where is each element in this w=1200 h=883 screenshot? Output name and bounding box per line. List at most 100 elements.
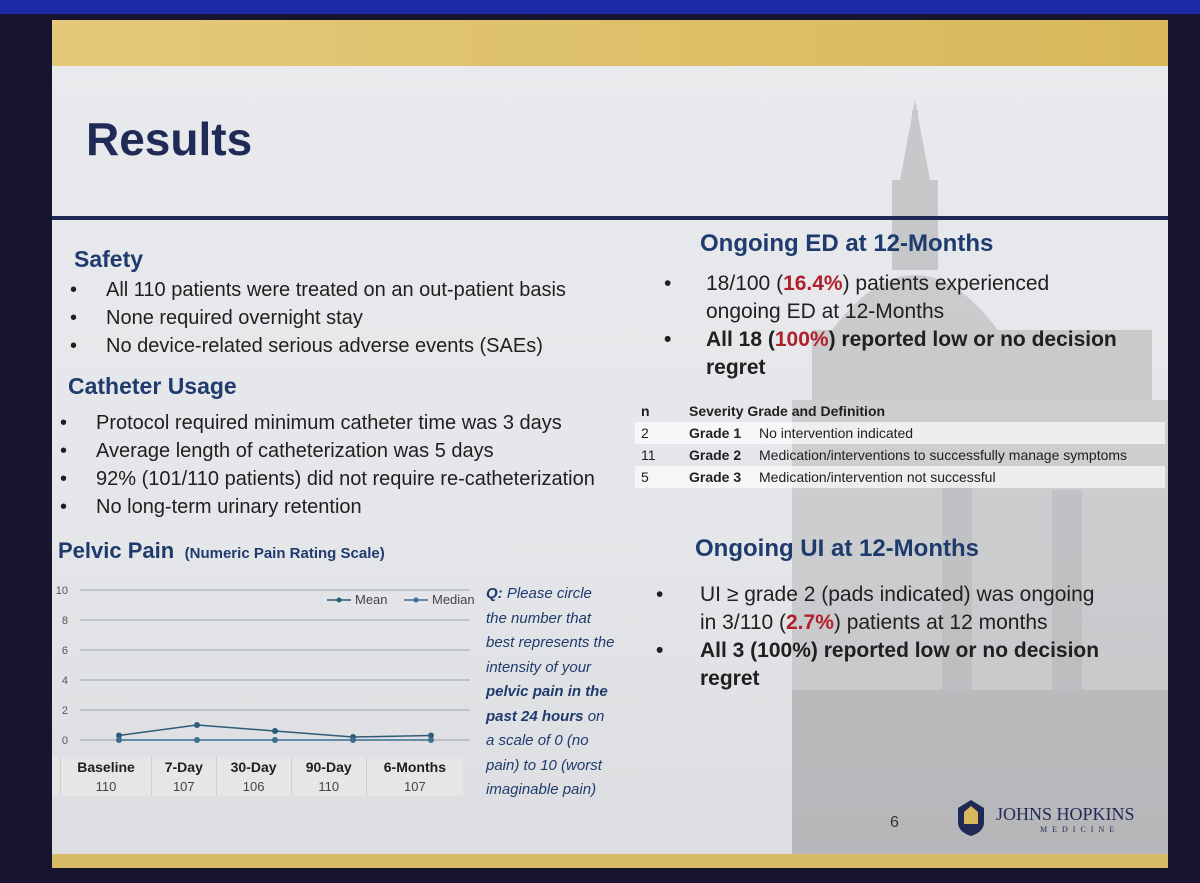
- list-item: • None required overnight stay: [70, 307, 363, 329]
- johns-hopkins-shield-icon: [958, 800, 984, 836]
- data-point-median: [428, 737, 434, 743]
- ui-b2-line2: regret: [700, 667, 760, 690]
- table-cell: Grade 1: [689, 425, 742, 441]
- page-number: 6: [890, 814, 899, 831]
- ed-b2-post: ) reported low or no decision: [828, 328, 1117, 351]
- pain-question: Q: Please circle the number that best re…: [486, 582, 646, 803]
- list-item-text: 92% (101/110 patients) did not require r…: [96, 468, 595, 490]
- data-point-mean: [272, 728, 278, 734]
- table-row: 5 Grade 3 Medication/intervention not su…: [635, 466, 1165, 488]
- logo: JOHNS HOPKINS MEDICINE: [996, 804, 1135, 834]
- severity-table: n Severity Grade and Definition 2 Grade …: [635, 400, 1165, 488]
- y-tick-label: 2: [62, 705, 68, 717]
- pain-subheading: (Numeric Pain Rating Scale): [184, 545, 385, 562]
- n-row: n 110 107 106 110 107: [52, 777, 463, 796]
- catheter-heading: Catheter Usage: [68, 373, 237, 399]
- logo-sub: MEDICINE: [1040, 825, 1120, 834]
- category-row: Baseline 7-Day 30-Day 90-Day 6-Months: [52, 757, 463, 777]
- list-item: • 92% (101/110 patients) did not require …: [60, 468, 595, 490]
- n-value: 107: [404, 779, 426, 794]
- ed-b1-post: ) patients experienced: [842, 272, 1050, 295]
- n-label: n: [52, 777, 61, 796]
- ed-b1-pre: 18/100 (: [706, 272, 784, 295]
- logo-name: JOHNS HOPKINS: [996, 804, 1135, 824]
- y-tick-label: 4: [62, 675, 68, 687]
- table-cell: Medication/intervention not successful: [759, 469, 996, 485]
- y-tick-label: 6: [62, 645, 68, 657]
- data-point-mean: [428, 732, 434, 739]
- list-item: • Protocol required minimum catheter time…: [60, 412, 562, 434]
- ed-list: • 18/100 (16.4%) patients experienced ong…: [664, 270, 1164, 382]
- ed-b1-line2: ongoing ED at 12-Months: [706, 300, 945, 323]
- safety-list: • All 110 patients were treated on an out…: [70, 276, 566, 360]
- question-tail: on: [583, 707, 605, 725]
- data-point-median: [116, 737, 122, 743]
- list-item-text: None required overnight stay: [106, 307, 363, 329]
- pain-chart: 0 2 4 6 8 10 Mean Median: [56, 585, 475, 747]
- table-header: n: [641, 403, 650, 419]
- table-cell: Medication/interventions to successfully…: [759, 447, 1128, 463]
- question-line: Please circle: [502, 585, 592, 602]
- question-q: Q:: [486, 585, 503, 602]
- table-row: 11 Grade 2 Medication/interventions to s…: [635, 444, 1165, 466]
- list-item-text: No device-related serious adverse events…: [106, 335, 543, 357]
- ui-b1-line2: in 3/110 (2.7%) patients at 12 months: [656, 609, 1161, 637]
- ed-b2-line2: regret: [706, 356, 766, 379]
- category-label: 30-Day: [216, 757, 292, 777]
- list-item: • 18/100 (16.4%) patients experienced: [664, 272, 1050, 295]
- question-line: pain) to 10 (worst: [486, 756, 602, 774]
- table-header: Severity Grade and Definition: [689, 403, 886, 419]
- y-tick-label: 8: [62, 615, 68, 627]
- data-point-median: [350, 737, 356, 743]
- category-label: 6-Months: [383, 759, 446, 775]
- list-item-text: Protocol required minimum catheter time …: [96, 412, 562, 434]
- category-label: Baseline: [60, 757, 153, 777]
- ed-b2-pre: All 18 (: [706, 328, 775, 351]
- question-line: the number that: [486, 609, 592, 627]
- category-label: 7-Day: [151, 757, 217, 777]
- category-label: 90-Day: [291, 757, 367, 777]
- legend-marker: [413, 597, 419, 603]
- question-line: past 24 hours: [486, 707, 584, 725]
- table-cell: No intervention indicated: [759, 425, 914, 441]
- list-item: • No long-term urinary retention: [60, 496, 362, 518]
- data-point-mean: [194, 722, 200, 728]
- ui-b1-red: 2.7%: [786, 611, 834, 634]
- ui-list: • UI ≥ grade 2 (pads indicated) was ongoi…: [656, 581, 1161, 693]
- y-tick-label: 10: [56, 585, 68, 597]
- list-item-text: All 110 patients were treated on an out-…: [106, 279, 566, 301]
- n-value: 106: [216, 777, 292, 796]
- slide: Results Safety • All 110 patients were tr…: [52, 20, 1168, 868]
- pain-heading: Pelvic Pain: [58, 538, 175, 563]
- safety-heading: Safety: [74, 246, 144, 272]
- legend-label: Mean: [355, 592, 388, 607]
- list-item: • No device-related serious adverse event…: [70, 335, 543, 357]
- list-item: • UI ≥ grade 2 (pads indicated) was ongoi…: [656, 583, 1095, 606]
- header-gold-bar: [52, 20, 1168, 66]
- list-item: • All 3 (100%) reported low or no decisio…: [656, 639, 1100, 662]
- list-item-text: Average length of catheterization was 5 …: [96, 440, 494, 462]
- list-item: • Average length of catheterization was 5…: [60, 440, 494, 462]
- list-item: • All 110 patients were treated on an out…: [70, 279, 566, 301]
- data-point-mean: [116, 732, 122, 739]
- ui-b1-post: ) patients at 12 months: [833, 611, 1048, 634]
- data-point-median: [194, 737, 200, 743]
- legend-marker: [336, 597, 342, 603]
- table-row: 2 Grade 1 No intervention indicated: [635, 422, 1165, 444]
- y-tick-label: 0: [62, 735, 68, 747]
- catheter-list: • Protocol required minimum catheter time…: [60, 409, 595, 521]
- table-header-row: n Severity Grade and Definition: [635, 400, 1165, 422]
- question-line: imaginable pain): [486, 781, 597, 798]
- question-line: pelvic pain in the: [486, 683, 608, 700]
- data-point-median: [272, 737, 278, 743]
- table-cell: Grade 2: [689, 447, 742, 463]
- title-divider: [52, 216, 1168, 220]
- table-cell: Grade 3: [689, 469, 742, 485]
- ed-b1-red: 16.4%: [783, 272, 843, 295]
- legend-label: Median: [432, 592, 475, 607]
- list-item: • All 18 (100%) reported low or no decisi…: [664, 328, 1117, 351]
- projector-top-strip: [0, 0, 1200, 14]
- ui-b1-line1: UI ≥ grade 2 (pads indicated) was ongoin…: [700, 583, 1095, 606]
- footer-gold-bar: [52, 854, 1168, 868]
- slide-title: Results: [86, 113, 253, 165]
